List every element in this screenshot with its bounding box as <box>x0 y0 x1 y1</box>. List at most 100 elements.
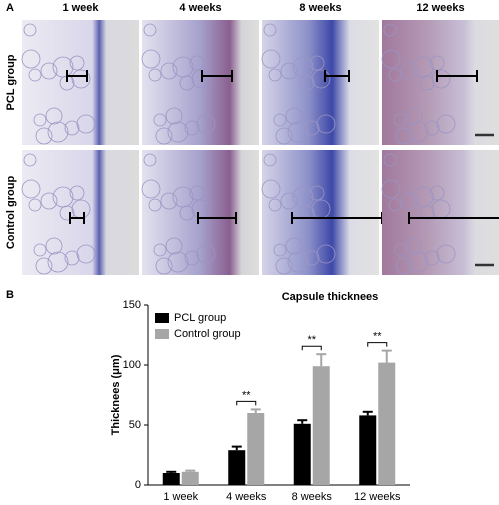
panel-label: A <box>6 2 14 14</box>
tissue-cell <box>280 62 298 80</box>
micrograph <box>22 20 139 145</box>
tissue-cell <box>196 244 216 264</box>
tissue-cell <box>400 192 418 210</box>
tissue-cell <box>21 49 41 69</box>
significance-label: ** <box>373 331 382 343</box>
tissue-cell <box>47 121 69 143</box>
tissue-cell <box>412 56 434 78</box>
micrograph <box>262 20 379 145</box>
tissue-cell <box>412 186 434 208</box>
chart-title: Capsule thicknees <box>282 291 379 303</box>
column-header: 8 weeks <box>299 2 341 14</box>
tissue-cell <box>148 198 162 212</box>
tissue-cell <box>143 153 157 167</box>
tissue-cell <box>263 23 277 37</box>
micrograph <box>142 20 259 145</box>
tissue-cell <box>388 198 402 212</box>
micrograph <box>22 150 139 275</box>
tissue-cell <box>23 153 37 167</box>
column-header: 4 weeks <box>179 2 221 14</box>
tissue-cell <box>141 49 161 69</box>
tissue-cell <box>167 121 189 143</box>
tissue-cell <box>395 127 413 145</box>
tissue-cell <box>21 179 41 199</box>
tissue-cell <box>64 120 80 136</box>
tissue-cell <box>184 120 200 136</box>
tissue-cell <box>28 198 42 212</box>
micrograph <box>262 150 379 275</box>
tissue-cell <box>23 23 37 37</box>
tissue-cell <box>393 243 407 257</box>
tissue-cell <box>40 62 58 80</box>
row-label: PCL group <box>5 54 17 110</box>
tissue-cell <box>316 244 336 264</box>
tissue-cell <box>268 198 282 212</box>
tissue-cell <box>285 107 303 125</box>
tissue-cell <box>400 62 418 80</box>
micrograph <box>382 20 499 145</box>
bar <box>247 413 265 485</box>
tissue-cell <box>189 55 205 71</box>
tissue-cell <box>45 107 63 125</box>
tissue-cell <box>52 56 74 78</box>
tissue-cell <box>160 192 178 210</box>
tissue-cell <box>165 237 183 255</box>
tissue-cell <box>304 250 320 266</box>
bar <box>293 423 311 485</box>
tissue-cell <box>407 251 429 273</box>
tissue-cell <box>153 243 167 257</box>
bar <box>181 471 199 485</box>
tissue-cell <box>304 120 320 136</box>
tissue-cell <box>141 179 161 199</box>
chart: Capsule thicknees Thicknees (μm) 0 50 100 150… <box>110 291 410 503</box>
tissue-cell <box>395 257 413 275</box>
x-tick-label: 8 weeks <box>292 491 333 500</box>
tissue-cell <box>275 127 293 145</box>
legend-label: Control group <box>174 328 241 340</box>
tissue-cell <box>381 49 401 69</box>
tissue-cell <box>64 250 80 266</box>
tissue-cell <box>436 114 456 134</box>
significance-bracket <box>301 345 322 351</box>
legend-swatch <box>155 313 169 323</box>
tissue-cell <box>393 113 407 127</box>
tissue-cell <box>407 121 429 143</box>
tissue-cell <box>431 69 451 89</box>
tissue-cell <box>280 192 298 210</box>
bar <box>359 415 377 485</box>
tissue-cell <box>160 62 178 80</box>
tissue-cell <box>273 113 287 127</box>
histology-grid: 1 week 4 weeks 8 weeks 12 weeks PCL group Con… <box>5 2 499 275</box>
tissue-cell <box>285 237 303 255</box>
tissue-cell <box>33 113 47 127</box>
x-tick-label: 4 weeks <box>226 491 267 500</box>
tissue-cell <box>155 127 173 145</box>
x-tick-label: 12 weeks <box>354 491 401 500</box>
tissue-cell <box>35 257 53 275</box>
tissue-cell <box>273 243 287 257</box>
tissue-cell <box>275 257 293 275</box>
tissue-cell <box>76 114 96 134</box>
row-label: Control group <box>5 176 17 250</box>
tissue-cell <box>261 49 281 69</box>
tissue-cell <box>143 23 157 37</box>
tissue-cell <box>40 192 58 210</box>
tissue-cell <box>28 68 42 82</box>
significance-label: ** <box>307 334 316 346</box>
tissue-cell <box>388 68 402 82</box>
tissue-cell <box>69 55 85 71</box>
y-tick-label: 50 <box>129 419 141 431</box>
tissue-cell <box>263 153 277 167</box>
micrograph <box>382 150 499 275</box>
tissue-cell <box>311 69 331 89</box>
tissue-cell <box>35 127 53 145</box>
y-tick-label: 0 <box>135 479 141 491</box>
tissue-cell <box>45 237 63 255</box>
significance-bracket <box>367 342 388 347</box>
tissue-cell <box>33 243 47 257</box>
tissue-cell <box>167 251 189 273</box>
tissue-cell <box>383 23 397 37</box>
tissue-cell <box>172 186 194 208</box>
tissue-cell <box>436 244 456 264</box>
tissue-cell <box>316 114 336 134</box>
